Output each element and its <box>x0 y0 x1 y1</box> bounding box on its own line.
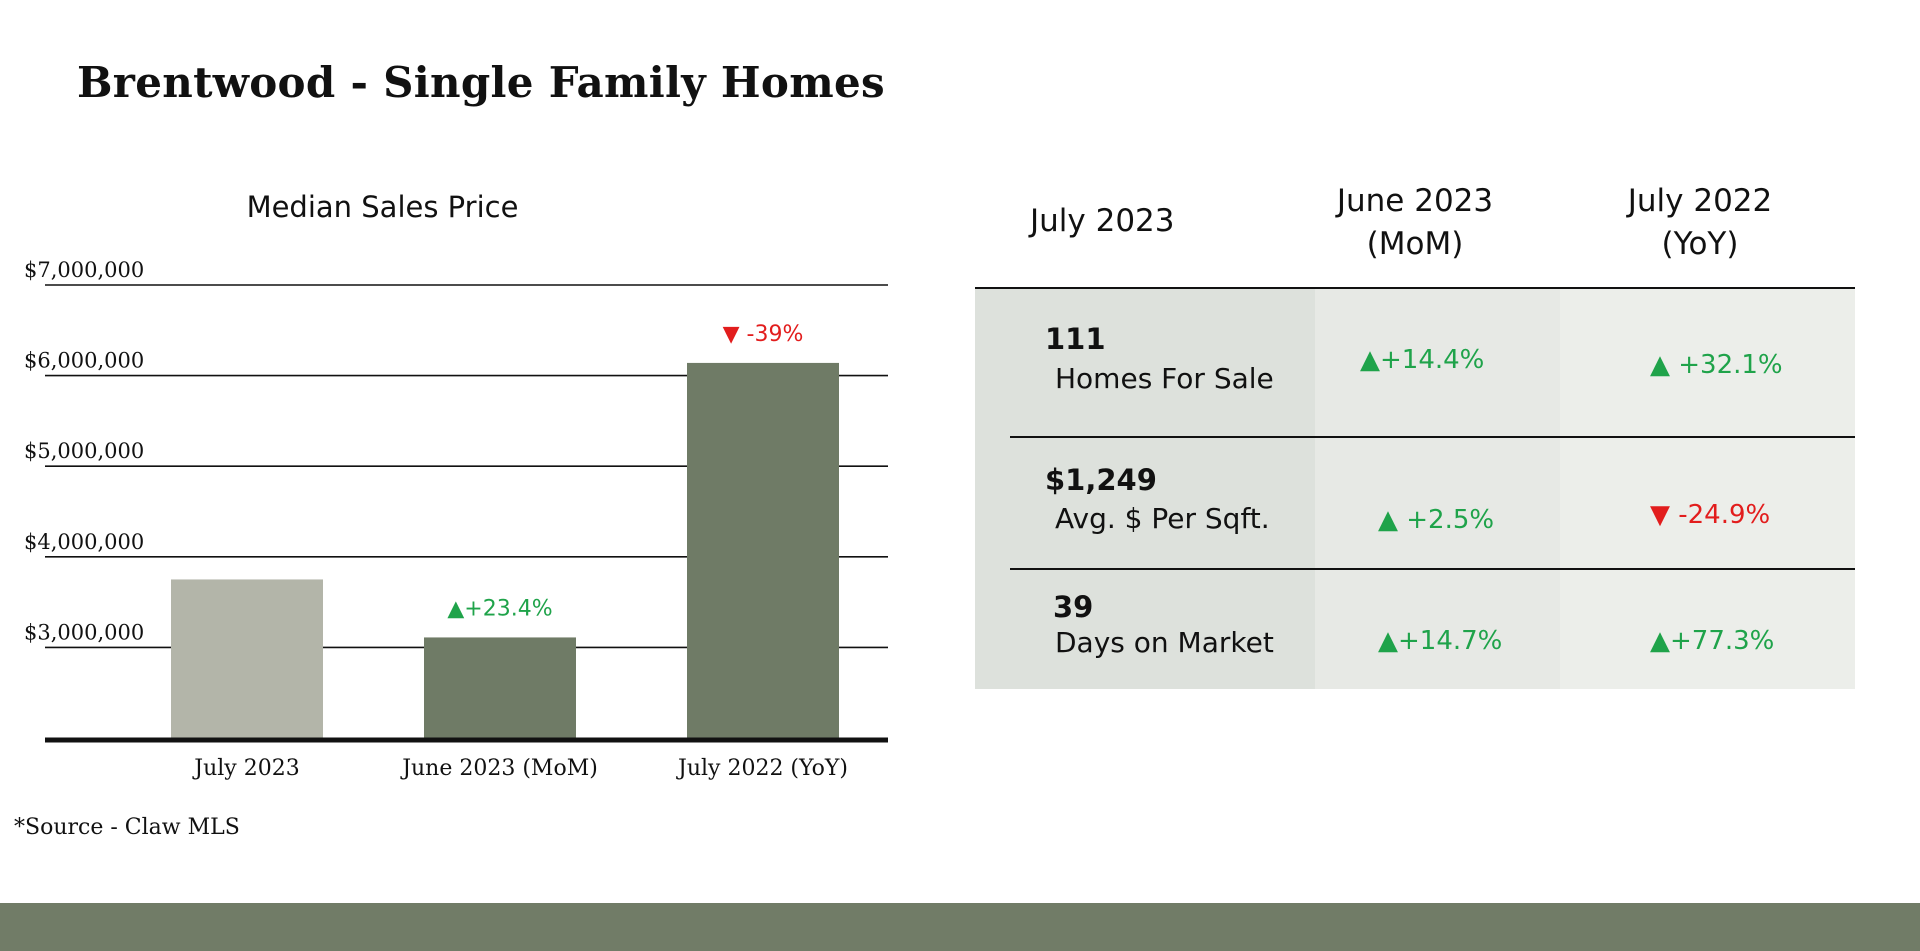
y-tick-label: $6,000,000 <box>24 349 144 373</box>
column-background-current <box>975 289 1315 689</box>
price-per-sqft-value: $1,249 <box>1045 463 1157 497</box>
x-tick-label: July 2022 (YoY) <box>676 756 848 781</box>
row-divider-1 <box>1010 436 1855 438</box>
days-on-market-label: Days on Market <box>1055 626 1274 659</box>
data-label: ▲+23.4% <box>447 596 552 621</box>
y-tick-label: $5,000,000 <box>24 439 144 463</box>
bar <box>424 637 576 738</box>
bar <box>687 362 839 738</box>
homes-for-sale-label: Homes For Sale <box>1055 362 1274 395</box>
x-tick-label: July 2023 <box>192 756 299 781</box>
homes-for-sale-value: 111 <box>1045 322 1106 356</box>
y-tick-label: $3,000,000 <box>24 620 144 644</box>
price-per-sqft-mom-change: ▲ +2.5% <box>1378 505 1495 535</box>
header-current: July 2023 <box>1030 200 1210 243</box>
page-title: Brentwood - Single Family Homes <box>77 58 885 107</box>
median-sales-price-chart: $7,000,000 $6,000,000 $5,000,000 $4,000,000… <box>24 258 888 781</box>
source-note: *Source - Claw MLS <box>14 815 240 840</box>
days-on-market-value: 39 <box>1053 590 1094 624</box>
data-label: ▼ -39% <box>723 322 804 347</box>
chart-title: Median Sales Price <box>246 190 519 224</box>
header-mom-line1: June 2023 <box>1336 183 1494 219</box>
column-background-yoy <box>1560 289 1855 689</box>
homes-for-sale-mom-change: ▲+14.4% <box>1360 345 1485 375</box>
column-background-mom <box>1315 289 1560 689</box>
y-tick-label: $4,000,000 <box>24 530 144 554</box>
header-current-label: July 2023 <box>1030 203 1175 239</box>
footer-band <box>0 903 1920 951</box>
header-mom: June 2023 (MoM) <box>1300 180 1530 267</box>
header-yoy: July 2022 (YoY) <box>1585 180 1815 267</box>
header-mom-line2: (MoM) <box>1366 226 1464 263</box>
header-yoy-line2: (YoY) <box>1661 226 1739 263</box>
header-yoy-line1: July 2022 <box>1627 183 1773 219</box>
price-per-sqft-yoy-change: ▼ -24.9% <box>1650 500 1771 530</box>
homes-for-sale-yoy-change: ▲ +32.1% <box>1650 350 1783 380</box>
x-tick-label: June 2023 (MoM) <box>400 756 598 781</box>
price-per-sqft-label: Avg. $ Per Sqft. <box>1055 502 1270 535</box>
y-tick-label: $7,000,000 <box>24 258 144 282</box>
header-divider <box>975 287 1855 289</box>
bar <box>171 579 323 738</box>
row-divider-2 <box>1010 568 1855 570</box>
days-on-market-mom-change: ▲+14.7% <box>1378 626 1503 656</box>
days-on-market-yoy-change: ▲+77.3% <box>1650 626 1775 656</box>
